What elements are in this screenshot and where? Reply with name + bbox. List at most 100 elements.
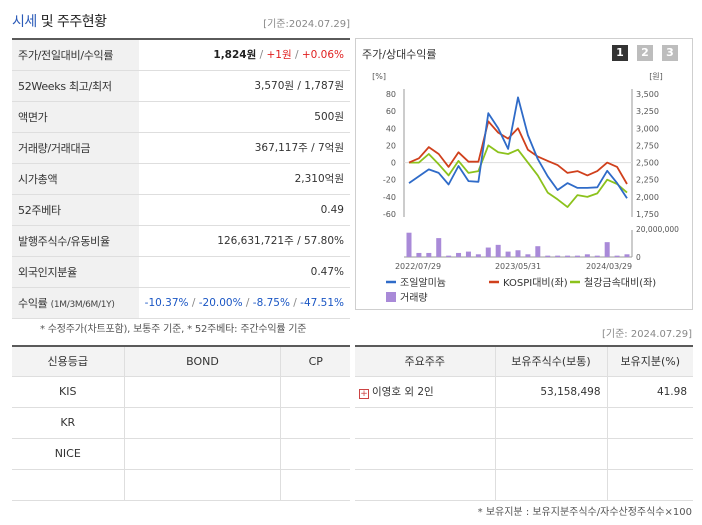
column-header: 보유지분(%) bbox=[607, 346, 693, 377]
table-row: 액면가 500원 bbox=[12, 101, 350, 133]
column-header: CP bbox=[280, 346, 350, 377]
row-value: 0.49 bbox=[138, 194, 350, 226]
row-label: 52Weeks 최고/최저 bbox=[12, 70, 139, 102]
legend-label: 철강금속대비(좌) bbox=[584, 277, 656, 289]
legend-label: 조일알미늄 bbox=[400, 277, 446, 289]
page-title: 시세 및 주주현황 bbox=[12, 14, 107, 30]
row-label: 주가/전일대비/수익률 bbox=[12, 39, 139, 71]
left-tick-label: -60 bbox=[383, 210, 396, 219]
row-label: 수익률 (1M/3M/6M/1Y) bbox=[12, 287, 139, 319]
row-value: 3,570원 / 1,787원 bbox=[138, 70, 350, 102]
table-row: 시가총액 2,310억원 bbox=[12, 163, 350, 195]
table-row: 52Weeks 최고/최저 3,570원 / 1,787원 bbox=[12, 70, 350, 102]
volume-bar bbox=[594, 255, 600, 257]
volume-bar bbox=[475, 254, 481, 257]
chart-panel: 주가/상대수익률 1 2 3 [%] [원] 80 60 40 20 0 -20 -40 -6… bbox=[355, 38, 693, 310]
volume-bar bbox=[545, 255, 551, 257]
price-value: 1,824원 / +1원 / +0.06% bbox=[138, 39, 350, 71]
chart-page-button-1[interactable]: 1 bbox=[612, 45, 628, 61]
table-row: NICE bbox=[12, 438, 350, 470]
row-label: 52주베타 bbox=[12, 194, 139, 226]
x-tick-label: 2022/07/29 bbox=[395, 262, 441, 271]
rating-agency: KR bbox=[12, 407, 125, 439]
price-change-rate: +0.06% bbox=[301, 49, 344, 62]
left-tick-label: 40 bbox=[386, 124, 396, 133]
chart-page-button-3[interactable]: 3 bbox=[662, 45, 678, 61]
volume-bar bbox=[426, 252, 432, 257]
row-value: 2,310억원 bbox=[138, 163, 350, 195]
returns-value: -10.37% / -20.00% / -8.75% / -47.51% bbox=[138, 287, 350, 319]
summary-footnote: * 수정주가(차트포함), 보통주 기준, * 52주베타: 주간수익률 기준 bbox=[40, 324, 307, 335]
left-tick-label: 0 bbox=[391, 159, 396, 168]
major-shareholders-table: 주요주주 보유주식수(보통) 보유지분(%) + 이영호 외 2인 53,158,… bbox=[355, 345, 693, 501]
table-row: 외국인지분율 0.47% bbox=[12, 256, 350, 288]
volume-bar bbox=[565, 255, 571, 257]
volume-bar bbox=[614, 255, 620, 257]
row-label: 거래량/거래대금 bbox=[12, 132, 139, 164]
cp-rating bbox=[280, 376, 350, 408]
price-change: +1원 bbox=[266, 49, 292, 62]
holder-name-cell[interactable]: + 이영호 외 2인 bbox=[355, 376, 496, 408]
volume-bar bbox=[505, 251, 511, 257]
row-value: 367,117주 / 7억원 bbox=[138, 132, 350, 164]
table-row bbox=[355, 407, 693, 439]
holders-base-date: [기준: 2024.07.29] bbox=[601, 329, 692, 340]
table-row: 거래량/거래대금 367,117주 / 7억원 bbox=[12, 132, 350, 164]
volume-bar bbox=[436, 238, 442, 257]
holders-footnote: * 보유지분 : 보유지분주식수/자수산정주식수×100 bbox=[477, 507, 692, 518]
table-header-row: 주요주주 보유주식수(보통) 보유지분(%) bbox=[355, 346, 693, 377]
volume-bar bbox=[495, 244, 501, 257]
row-value: 500원 bbox=[138, 101, 350, 133]
volume-tick-label: 0 bbox=[636, 253, 641, 262]
x-tick-label: 2023/05/31 bbox=[495, 262, 541, 271]
bond-rating bbox=[124, 376, 282, 408]
volume-bar bbox=[485, 247, 491, 257]
table-row bbox=[355, 469, 693, 501]
volume-bar bbox=[555, 255, 561, 257]
series-line-2 bbox=[409, 144, 628, 209]
volume-bar bbox=[574, 255, 580, 257]
right-tick-label: 2,500 bbox=[636, 159, 659, 168]
price-summary-table: 주가/전일대비/수익률 1,824원 / +1원 / +0.06% 52Week… bbox=[12, 38, 350, 319]
chart-page-button-2[interactable]: 2 bbox=[637, 45, 653, 61]
rating-agency: NICE bbox=[12, 438, 125, 470]
row-value: 126,631,721주 / 57.80% bbox=[138, 225, 350, 257]
volume-bar bbox=[525, 254, 531, 257]
holder-percent: 41.98 bbox=[607, 376, 693, 408]
volume-bar bbox=[446, 255, 452, 257]
right-tick-label: 2,750 bbox=[636, 141, 659, 150]
chart-title: 주가/상대수익률 bbox=[362, 48, 437, 61]
table-header-row: 신용등급 BOND CP bbox=[12, 346, 350, 377]
series-line-0 bbox=[408, 96, 628, 199]
table-row: 발행주식수/유동비율 126,631,721주 / 57.80% bbox=[12, 225, 350, 257]
table-row: 수익률 (1M/3M/6M/1Y) -10.37% / -20.00% / -8… bbox=[12, 287, 350, 319]
section-header: 시세 및 주주현황 [기준:2024.07.29] bbox=[12, 8, 350, 34]
volume-bar bbox=[584, 254, 590, 257]
right-axis-unit: [원] bbox=[649, 72, 663, 81]
left-axis-unit: [%] bbox=[372, 72, 386, 81]
table-row: + 이영호 외 2인 53,158,498 41.98 bbox=[355, 376, 693, 408]
left-tick-label: 20 bbox=[386, 141, 396, 150]
holder-shares: 53,158,498 bbox=[495, 376, 608, 408]
volume-bar bbox=[604, 242, 610, 257]
left-tick-label: 60 bbox=[386, 107, 396, 116]
row-label: 외국인지분율 bbox=[12, 256, 139, 288]
stock-chart: [%] [원] 80 60 40 20 0 -20 -40 -60 3,500 3,250 3,00… bbox=[372, 72, 679, 304]
column-header: 보유주식수(보통) bbox=[495, 346, 608, 377]
volume-bar bbox=[624, 254, 630, 257]
rating-agency bbox=[12, 469, 125, 501]
volume-bar bbox=[465, 251, 471, 257]
legend-swatch bbox=[386, 292, 396, 302]
left-tick-label: -40 bbox=[383, 193, 396, 202]
right-tick-label: 3,500 bbox=[636, 90, 659, 99]
volume-bar bbox=[416, 252, 422, 257]
expand-plus-icon[interactable]: + bbox=[359, 389, 369, 399]
row-label: 발행주식수/유동비율 bbox=[12, 225, 139, 257]
right-tick-label: 3,250 bbox=[636, 107, 659, 116]
column-header: 주요주주 bbox=[355, 346, 496, 377]
volume-bar bbox=[515, 250, 521, 257]
credit-rating-table: 신용등급 BOND CP KIS KR NICE bbox=[12, 345, 350, 501]
legend-label: 거래량 bbox=[400, 292, 428, 304]
rating-agency: KIS bbox=[12, 376, 125, 408]
table-row: 주가/전일대비/수익률 1,824원 / +1원 / +0.06% bbox=[12, 39, 350, 71]
